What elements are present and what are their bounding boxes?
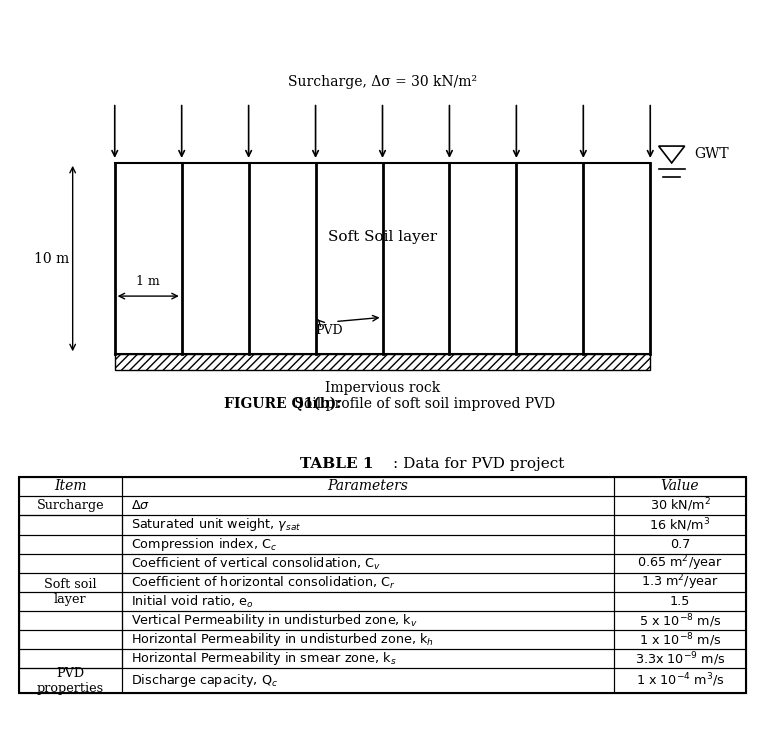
- Bar: [19, 477, 122, 496]
- Bar: [614, 630, 746, 650]
- Bar: [122, 515, 614, 535]
- Text: TABLE 1: TABLE 1: [300, 457, 374, 472]
- Bar: [614, 554, 746, 573]
- Bar: [614, 668, 746, 693]
- Bar: [19, 592, 122, 611]
- Bar: [614, 650, 746, 668]
- Text: 30 kN/m$^2$: 30 kN/m$^2$: [649, 497, 711, 514]
- Text: Discharge capacity, Q$_c$: Discharge capacity, Q$_c$: [131, 672, 278, 689]
- Bar: [122, 573, 614, 592]
- Bar: [122, 611, 614, 630]
- Bar: [19, 630, 122, 650]
- Bar: [19, 515, 122, 668]
- Text: Soft soil
layer: Soft soil layer: [44, 577, 96, 606]
- Bar: [19, 496, 122, 515]
- Bar: [19, 477, 746, 693]
- Text: PVD: PVD: [315, 324, 343, 337]
- Polygon shape: [659, 146, 685, 163]
- Text: Parameters: Parameters: [327, 480, 409, 493]
- Bar: [122, 630, 614, 650]
- Text: 1 x 10$^{-8}$ m/s: 1 x 10$^{-8}$ m/s: [639, 631, 721, 649]
- Text: Initial void ratio, e$_o$: Initial void ratio, e$_o$: [131, 594, 253, 609]
- Text: Compression index, C$_c$: Compression index, C$_c$: [131, 536, 277, 553]
- Bar: [614, 573, 746, 592]
- Text: 1.5: 1.5: [669, 595, 690, 608]
- Bar: [19, 650, 122, 668]
- Bar: [115, 354, 650, 370]
- Bar: [19, 554, 122, 573]
- Text: Horizontal Permeability in smear zone, k$_s$: Horizontal Permeability in smear zone, k…: [131, 650, 396, 668]
- Text: Vertical Permeability in undisturbed zone, k$_v$: Vertical Permeability in undisturbed zon…: [131, 612, 418, 630]
- Text: Surcharge: Surcharge: [37, 499, 104, 512]
- Text: Item: Item: [54, 480, 86, 493]
- Text: $\Delta\sigma$: $\Delta\sigma$: [131, 499, 150, 512]
- Text: 10 m: 10 m: [34, 252, 69, 265]
- Text: 16 kN/m$^3$: 16 kN/m$^3$: [649, 516, 711, 533]
- Bar: [122, 535, 614, 554]
- Text: 0.65 m$^2$/year: 0.65 m$^2$/year: [637, 554, 723, 574]
- Text: 0.7: 0.7: [669, 538, 690, 551]
- Bar: [614, 535, 746, 554]
- Text: Saturated unit weight, $\gamma_{sat}$: Saturated unit weight, $\gamma_{sat}$: [131, 516, 301, 533]
- Text: Value: Value: [661, 480, 699, 493]
- Text: GWT: GWT: [695, 148, 729, 162]
- Bar: [19, 535, 122, 554]
- Bar: [614, 592, 746, 611]
- Text: 1 x 10$^{-4}$ m$^3$/s: 1 x 10$^{-4}$ m$^3$/s: [636, 672, 724, 689]
- Text: 1 m: 1 m: [136, 275, 160, 288]
- Text: Soil profile of soft soil improved PVD: Soil profile of soft soil improved PVD: [290, 397, 555, 410]
- Bar: [122, 554, 614, 573]
- Text: Impervious rock: Impervious rock: [325, 381, 440, 395]
- Bar: [122, 496, 614, 515]
- Bar: [122, 477, 614, 496]
- Text: FIGURE Q1(b):: FIGURE Q1(b):: [224, 396, 342, 410]
- Bar: [614, 611, 746, 630]
- Bar: [122, 650, 614, 668]
- Text: 1.3 m$^2$/year: 1.3 m$^2$/year: [641, 573, 719, 592]
- Text: Soft Soil layer: Soft Soil layer: [328, 230, 437, 244]
- Text: : Data for PVD project: : Data for PVD project: [392, 457, 564, 472]
- Bar: [19, 668, 122, 693]
- Bar: [614, 496, 746, 515]
- Text: 5 x 10$^{-8}$ m/s: 5 x 10$^{-8}$ m/s: [639, 612, 721, 630]
- Text: 3.3x 10$^{-9}$ m/s: 3.3x 10$^{-9}$ m/s: [635, 650, 725, 668]
- Text: Horizontal Permeability in undisturbed zone, k$_h$: Horizontal Permeability in undisturbed z…: [131, 631, 434, 648]
- Text: Coefficient of vertical consolidation, C$_v$: Coefficient of vertical consolidation, C…: [131, 556, 380, 571]
- Bar: [122, 592, 614, 611]
- Bar: [19, 573, 122, 592]
- Bar: [19, 515, 122, 535]
- Bar: [614, 477, 746, 496]
- Bar: [122, 668, 614, 693]
- Bar: [21, 515, 120, 668]
- Bar: [614, 515, 746, 535]
- Text: Coefficient of horizontal consolidation, C$_r$: Coefficient of horizontal consolidation,…: [131, 574, 396, 591]
- Text: Surcharge, Δσ = 30 kN/m²: Surcharge, Δσ = 30 kN/m²: [288, 74, 477, 89]
- Bar: [19, 611, 122, 630]
- Text: PVD
properties: PVD properties: [37, 667, 104, 694]
